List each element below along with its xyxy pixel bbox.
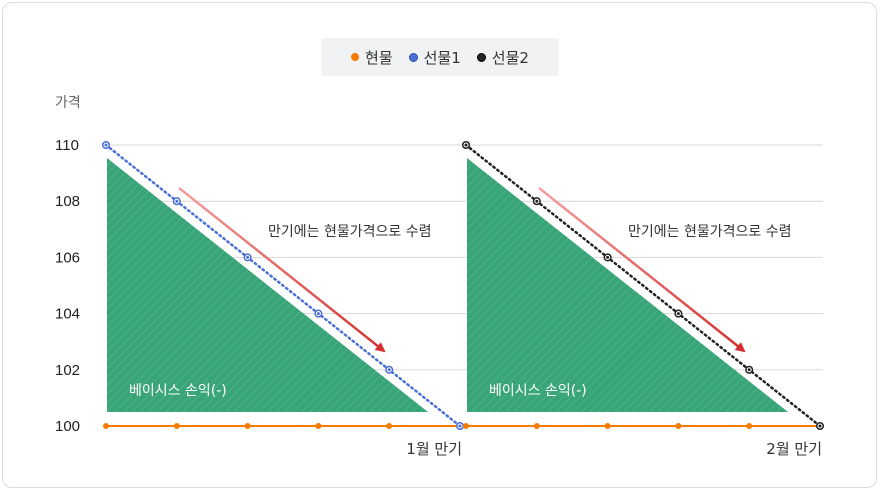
convergence-arrow — [178, 187, 386, 353]
basis-area — [107, 158, 428, 412]
futures-line — [464, 143, 822, 428]
legend-marker-futures2 — [476, 52, 486, 62]
basis-area — [467, 158, 788, 412]
futures-point-center — [606, 255, 610, 259]
futures-line — [104, 143, 462, 428]
futures-point-center — [458, 424, 462, 428]
expiry-label: 1월 만기 — [406, 440, 462, 458]
spot-point — [746, 423, 753, 429]
futures-point-center — [535, 199, 539, 203]
legend-item-spot[interactable]: 현물 — [351, 47, 393, 68]
convergence-arrow — [538, 187, 746, 353]
futures-point-center — [104, 143, 108, 147]
spot-point — [103, 423, 109, 429]
y-axis-label: 가격 — [55, 95, 81, 111]
basis-area-label: 베이시스 손익(-) — [489, 383, 587, 399]
spot-point — [604, 423, 611, 429]
expiry-label: 2월 만기 — [766, 440, 822, 458]
legend-marker-futures1 — [408, 52, 418, 62]
convergence-annotation: 만기에는 현물가격으로 수렴 — [628, 224, 791, 240]
legend-label-spot: 현물 — [365, 48, 393, 67]
y-tick-label: 104 — [55, 306, 80, 323]
spot-point — [675, 423, 682, 429]
y-tick-label: 106 — [55, 249, 80, 266]
futures-point-center — [747, 368, 751, 372]
basis-areas — [107, 158, 788, 412]
futures-point-center — [818, 424, 822, 428]
spot-point — [533, 423, 540, 429]
y-tick-label: 100 — [55, 418, 80, 435]
spot-point — [315, 423, 322, 429]
y-tick-label: 102 — [55, 362, 80, 379]
legend-label-futures1: 선물1 — [423, 48, 461, 67]
y-tick-label: 110 — [55, 137, 79, 154]
basis-area-label: 베이시스 손익(-) — [129, 383, 227, 399]
spot-point — [463, 423, 469, 429]
legend-label-futures2: 선물2 — [491, 48, 529, 67]
legend-marker-spot — [351, 53, 360, 61]
y-tick-label: 108 — [55, 193, 80, 210]
legend-item-futures2[interactable]: 선물2 — [476, 47, 529, 68]
legend-item-futures1[interactable]: 선물1 — [408, 47, 461, 68]
chart-legend: 현물 선물1 선물2 — [321, 38, 559, 76]
futures-point-center — [676, 312, 680, 316]
futures-point-center — [387, 368, 391, 372]
futures-point-center — [175, 199, 179, 203]
futures-point-center — [464, 143, 468, 147]
spot-point — [244, 423, 251, 429]
futures-point-center — [246, 255, 250, 259]
spot-point — [386, 423, 393, 429]
spot-point — [173, 423, 180, 429]
convergence-annotation: 만기에는 현물가격으로 수렴 — [268, 224, 431, 240]
futures-point-center — [316, 312, 320, 316]
series-group — [101, 140, 825, 431]
